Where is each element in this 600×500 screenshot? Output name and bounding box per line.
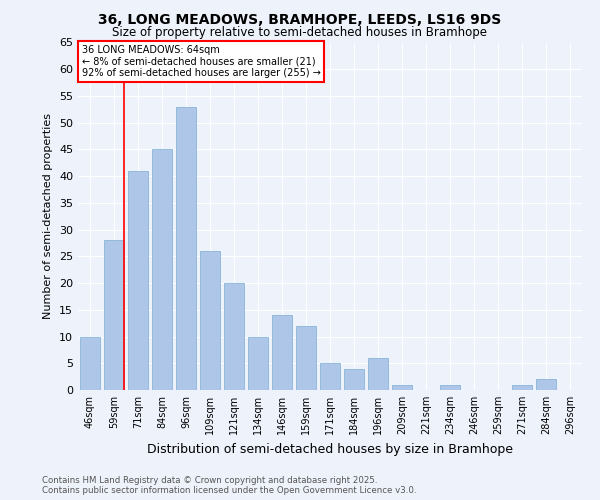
Text: Size of property relative to semi-detached houses in Bramhope: Size of property relative to semi-detach… bbox=[113, 26, 487, 39]
X-axis label: Distribution of semi-detached houses by size in Bramhope: Distribution of semi-detached houses by … bbox=[147, 442, 513, 456]
Bar bbox=[392, 384, 412, 390]
Bar bbox=[272, 315, 292, 390]
Bar bbox=[248, 336, 268, 390]
Bar bbox=[344, 368, 364, 390]
Bar bbox=[200, 251, 220, 390]
Bar bbox=[320, 364, 340, 390]
Bar bbox=[512, 384, 532, 390]
Bar bbox=[368, 358, 388, 390]
Bar bbox=[296, 326, 316, 390]
Bar bbox=[152, 150, 172, 390]
Text: 36 LONG MEADOWS: 64sqm
← 8% of semi-detached houses are smaller (21)
92% of semi: 36 LONG MEADOWS: 64sqm ← 8% of semi-deta… bbox=[82, 45, 320, 78]
Y-axis label: Number of semi-detached properties: Number of semi-detached properties bbox=[43, 114, 53, 320]
Text: Contains HM Land Registry data © Crown copyright and database right 2025.
Contai: Contains HM Land Registry data © Crown c… bbox=[42, 476, 416, 495]
Bar bbox=[440, 384, 460, 390]
Bar bbox=[224, 283, 244, 390]
Bar bbox=[536, 380, 556, 390]
Bar bbox=[128, 171, 148, 390]
Bar bbox=[176, 106, 196, 390]
Bar bbox=[80, 336, 100, 390]
Text: 36, LONG MEADOWS, BRAMHOPE, LEEDS, LS16 9DS: 36, LONG MEADOWS, BRAMHOPE, LEEDS, LS16 … bbox=[98, 12, 502, 26]
Bar bbox=[104, 240, 124, 390]
